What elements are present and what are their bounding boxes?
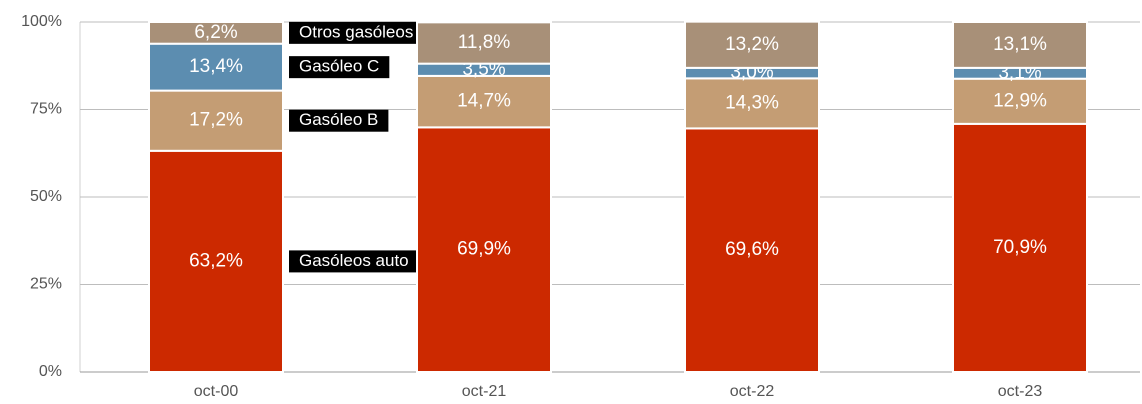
legend-box bbox=[289, 109, 389, 132]
value-label: 11,8% bbox=[458, 32, 511, 53]
value-label: 70,9% bbox=[993, 237, 1047, 258]
bar-segment bbox=[952, 77, 1088, 125]
bar-segment bbox=[148, 21, 284, 45]
bar-segment bbox=[684, 127, 820, 373]
bar-segment bbox=[684, 77, 820, 130]
value-label: 13,4% bbox=[189, 56, 243, 77]
x-tick-label: oct-22 bbox=[730, 383, 775, 400]
bar-segment bbox=[952, 21, 1088, 69]
bar-segment bbox=[148, 89, 284, 152]
value-label: 14,7% bbox=[457, 91, 511, 112]
value-label: 69,9% bbox=[457, 239, 511, 260]
legend-box bbox=[289, 56, 390, 79]
legend-label: Gasóleos auto bbox=[299, 251, 409, 270]
y-tick-label: 0% bbox=[39, 363, 62, 380]
legend-box bbox=[289, 250, 419, 273]
value-label: 13,1% bbox=[993, 34, 1047, 55]
value-label: 13,2% bbox=[725, 34, 779, 55]
bar-segment bbox=[684, 20, 820, 69]
value-label: 14,3% bbox=[725, 92, 779, 113]
bar-segment bbox=[416, 21, 552, 65]
bar-segment bbox=[952, 122, 1088, 373]
y-tick-label: 25% bbox=[30, 276, 62, 293]
legend-label: Gasóleo B bbox=[299, 110, 378, 129]
value-label: 63,2% bbox=[189, 250, 243, 271]
legend-label: Otros gasóleos bbox=[299, 22, 413, 41]
y-tick-label: 100% bbox=[21, 13, 62, 30]
legend-box bbox=[289, 21, 424, 44]
bar-segment bbox=[416, 74, 552, 129]
x-tick-label: oct-21 bbox=[462, 383, 507, 400]
value-label: 17,2% bbox=[189, 110, 243, 131]
x-tick-label: oct-23 bbox=[998, 383, 1043, 400]
y-tick-label: 50% bbox=[30, 188, 62, 205]
x-tick-label: oct-00 bbox=[194, 383, 239, 400]
bar-segment bbox=[148, 149, 284, 373]
value-label: 12,9% bbox=[993, 90, 1047, 111]
bar-segment bbox=[416, 126, 552, 373]
value-label: 6,2% bbox=[194, 22, 237, 43]
legend-label: Gasóleo C bbox=[299, 57, 379, 76]
y-tick-label: 75% bbox=[30, 101, 62, 118]
value-label: 69,6% bbox=[725, 239, 779, 260]
